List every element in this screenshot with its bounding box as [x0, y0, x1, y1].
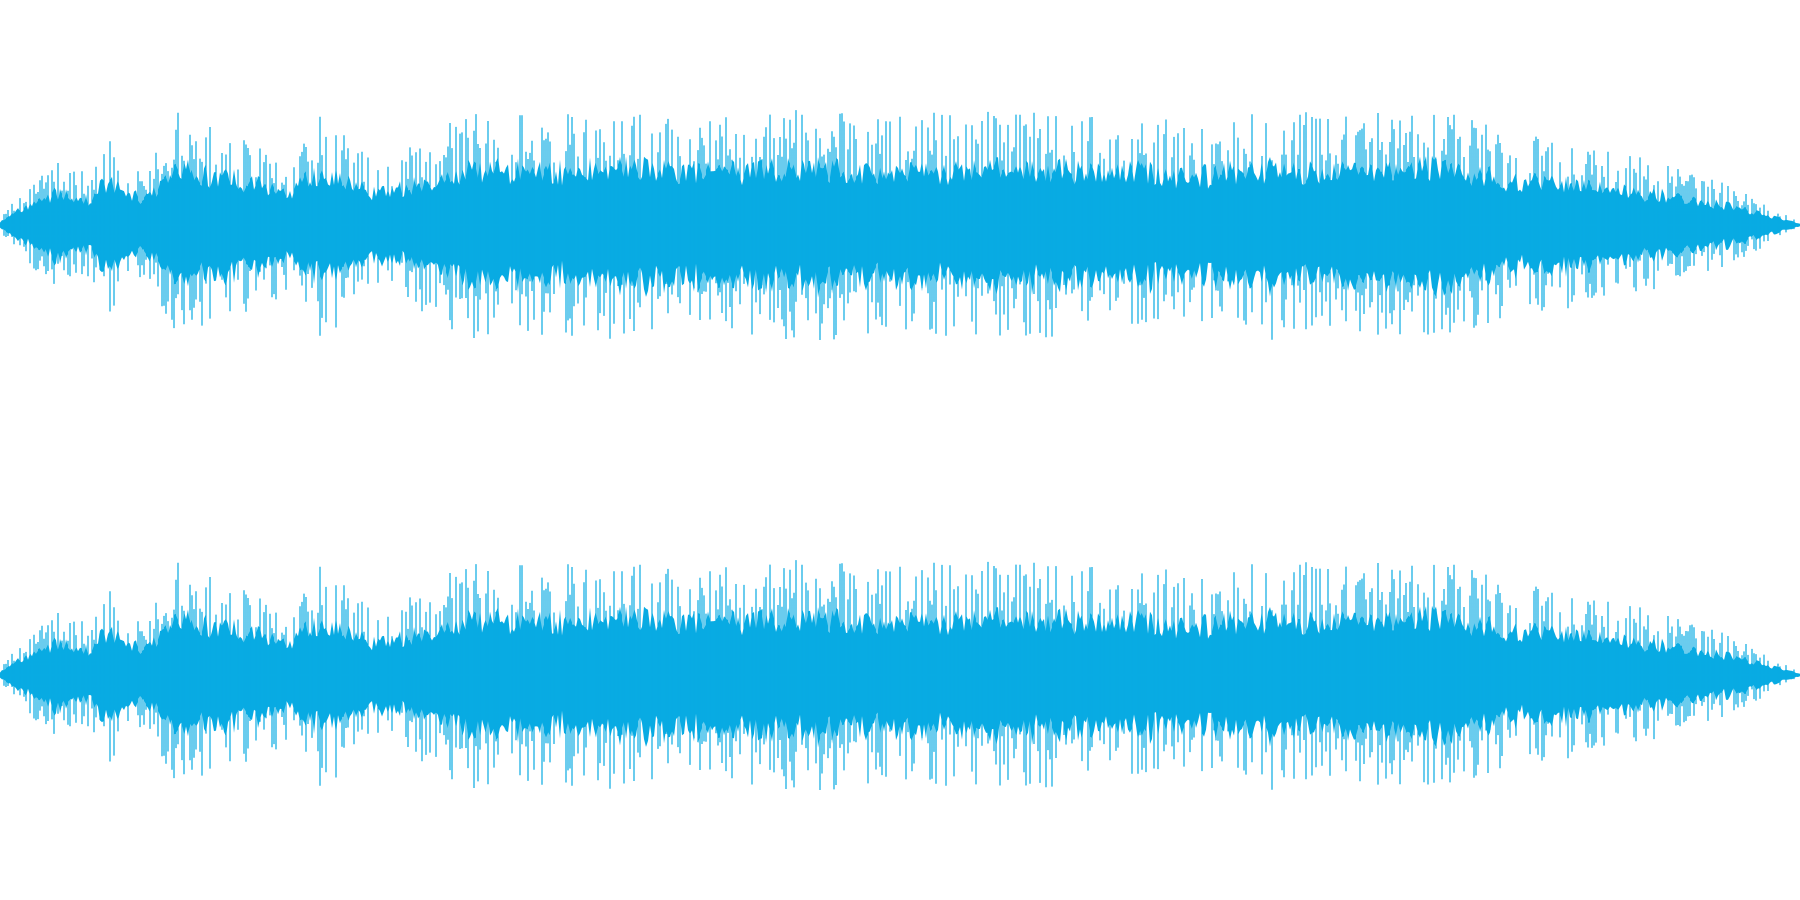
waveform-channel-left: [0, 110, 1800, 340]
waveform-channel-right: [0, 560, 1800, 790]
